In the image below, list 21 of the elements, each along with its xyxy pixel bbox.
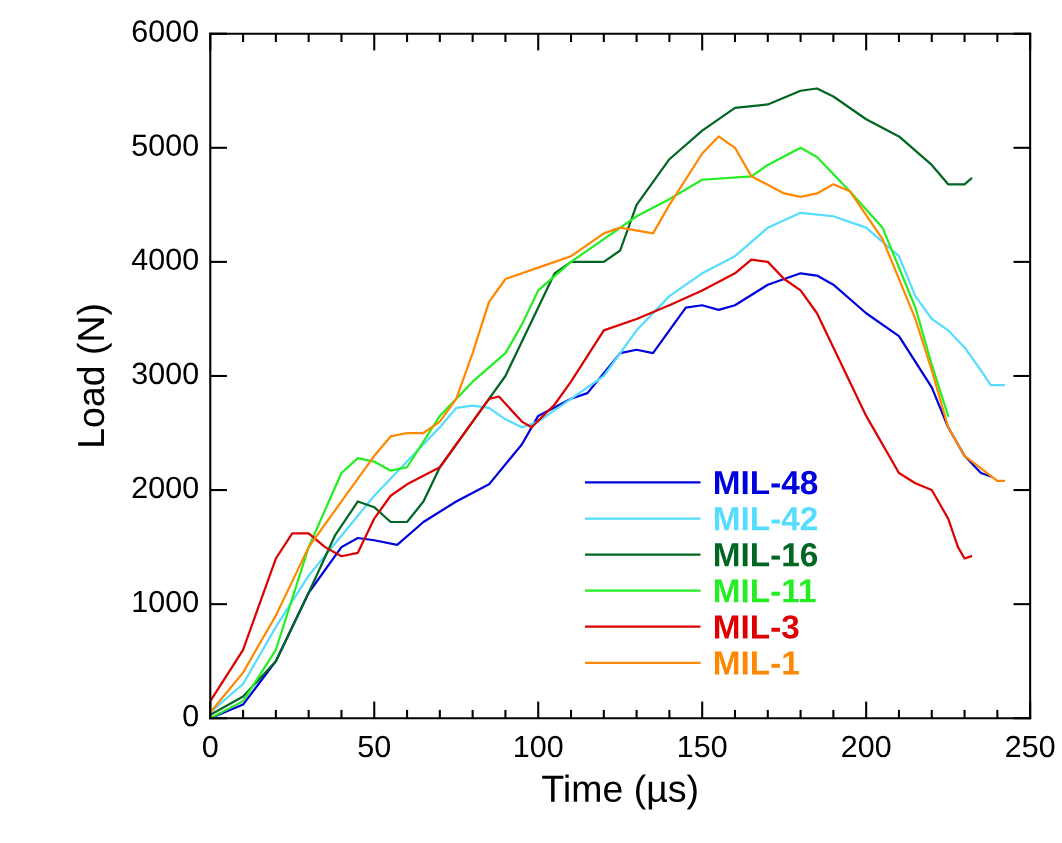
y-tick-label: 2000 — [132, 476, 198, 499]
legend-label: MIL-42 — [714, 506, 817, 531]
x-tick-label: 0 — [202, 735, 218, 758]
legend-label: MIL-11 — [714, 579, 816, 603]
legend-label: MIL-48 — [714, 470, 818, 495]
y-tick-label: 5000 — [132, 134, 198, 157]
x-tick-label: 250 — [1006, 735, 1055, 758]
x-tick-label: 150 — [679, 735, 727, 758]
legend-label: MIL-3 — [714, 615, 799, 639]
y-tick-label: 3000 — [132, 362, 198, 385]
y-tick-label: 1000 — [133, 590, 198, 613]
y-tick-label: 4000 — [131, 248, 198, 271]
y-tick-label: 0 — [183, 704, 198, 727]
y-tick-label: 6000 — [132, 20, 198, 42]
y-axis-title: Load (N) — [76, 305, 112, 446]
legend-label: MIL-1 — [714, 651, 799, 675]
x-tick-label: 100 — [515, 735, 563, 758]
x-tick-label: 200 — [842, 735, 891, 758]
x-tick-label: 50 — [358, 735, 391, 758]
legend-label: MIL-16 — [714, 542, 818, 567]
x-axis-title: Time (µs) — [542, 774, 697, 810]
